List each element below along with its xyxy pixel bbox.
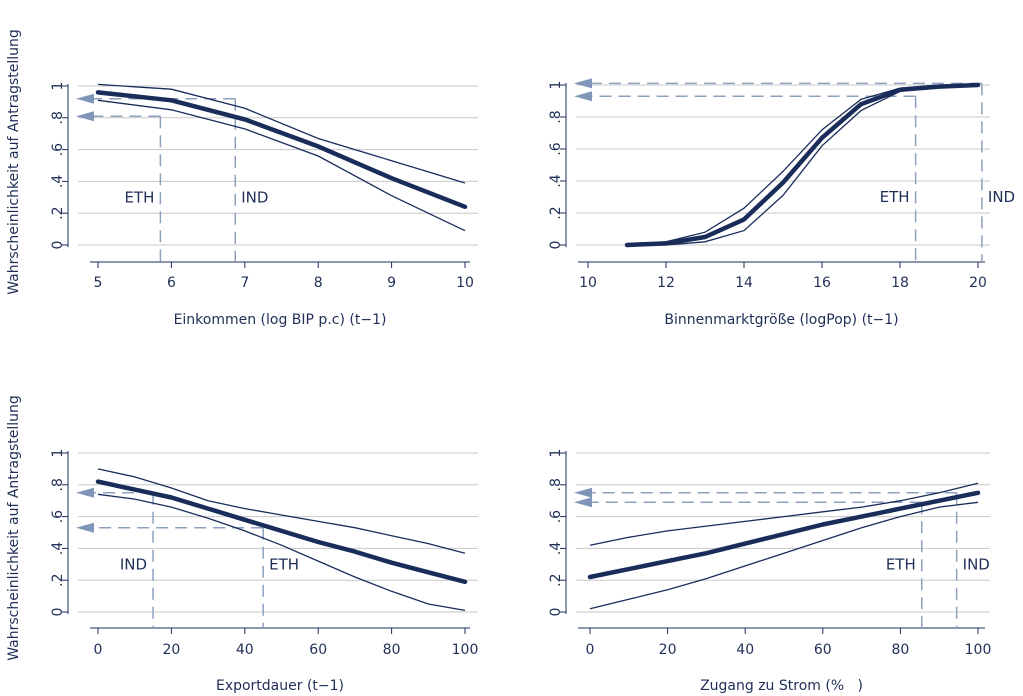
x-tick-label: 80 bbox=[891, 642, 909, 658]
ci-lower-line bbox=[97, 99, 466, 232]
x-tick-label: 100 bbox=[452, 642, 479, 658]
annotation-arrow bbox=[76, 111, 94, 122]
y-tick-label: .8 bbox=[548, 478, 564, 491]
y-axis-label-bottom: Wahrscheinlichkeit auf Antragstellung bbox=[6, 395, 22, 661]
x-tick-label: 40 bbox=[736, 642, 754, 658]
y-tick-label: 1 bbox=[548, 81, 564, 90]
y-tick-label: 1 bbox=[548, 449, 564, 458]
estimate-line bbox=[95, 90, 468, 210]
y-tick-label: 0 bbox=[50, 608, 66, 617]
estimate-line bbox=[95, 479, 468, 585]
estimate-line bbox=[624, 82, 981, 248]
x-axis-title: Zugang zu Strom (% ) bbox=[700, 678, 863, 694]
panel-market-size: 0 .2 .4 .6 .8 1 10 12 14 16 18 20 Binnenmarktgröße (… bbox=[548, 78, 1015, 328]
x-tick-label: 0 bbox=[586, 642, 595, 658]
annotation-arrow bbox=[574, 487, 592, 498]
x-tick-label: 60 bbox=[814, 642, 832, 658]
panel-income: 0 .2 .4 .6 .8 1 5 6 7 8 9 10 Einkommen (log BIP p.c)… bbox=[50, 82, 478, 328]
x-tick-label: 20 bbox=[659, 642, 677, 658]
y-tick-label: .4 bbox=[548, 542, 564, 555]
x-tick-label: 100 bbox=[965, 642, 992, 658]
y-tick-label: .8 bbox=[50, 111, 66, 124]
y-tick-label: .6 bbox=[548, 510, 564, 523]
y-tick-label: 1 bbox=[50, 449, 66, 458]
y-tick-label: .2 bbox=[50, 207, 66, 220]
x-tick-label: 16 bbox=[813, 275, 831, 291]
ci-lower-line bbox=[97, 493, 466, 612]
annotation-arrow bbox=[76, 93, 94, 104]
ci-upper-line bbox=[97, 83, 466, 184]
annotation-label: IND bbox=[988, 188, 1015, 206]
annotation-label: ETH bbox=[880, 188, 910, 206]
y-tick-label: 1 bbox=[50, 82, 66, 91]
x-tick-label: 18 bbox=[891, 275, 909, 291]
annotation-arrow bbox=[76, 487, 94, 498]
panel-export-duration: 0 .2 .4 .6 .8 1 0 20 40 60 80 100 Exportdauer (t−1) I… bbox=[50, 449, 478, 694]
ci-upper-line bbox=[589, 482, 979, 546]
y-tick-label: 0 bbox=[50, 241, 66, 250]
x-tick-label: 60 bbox=[309, 642, 327, 658]
x-tick-label: 7 bbox=[240, 275, 249, 291]
y-tick-label: .6 bbox=[548, 142, 564, 155]
annotation-label: ETH bbox=[886, 555, 916, 573]
annotation-label: IND bbox=[120, 555, 147, 573]
annotation-arrow bbox=[574, 91, 592, 102]
annotation-arrow bbox=[574, 497, 592, 508]
x-axis-title: Binnenmarktgröße (logPop) (t−1) bbox=[664, 312, 898, 328]
x-tick-label: 14 bbox=[735, 275, 753, 291]
x-tick-label: 5 bbox=[94, 275, 103, 291]
x-tick-label: 20 bbox=[969, 275, 987, 291]
annotation-arrow bbox=[574, 78, 592, 89]
x-tick-label: 20 bbox=[162, 642, 180, 658]
x-tick-label: 80 bbox=[383, 642, 401, 658]
x-tick-label: 9 bbox=[387, 275, 396, 291]
x-tick-label: 8 bbox=[314, 275, 323, 291]
ci-upper-line bbox=[626, 84, 978, 246]
y-tick-label: .2 bbox=[50, 574, 66, 587]
annotation-label: IND bbox=[963, 555, 990, 573]
x-axis-title: Exportdauer (t−1) bbox=[216, 678, 344, 694]
y-tick-label: 0 bbox=[548, 608, 564, 617]
ci-upper-line bbox=[97, 468, 466, 554]
ci-lower-line bbox=[627, 84, 979, 246]
annotation-label: IND bbox=[241, 188, 268, 206]
x-axis-title: Einkommen (log BIP p.c) (t−1) bbox=[174, 312, 387, 328]
estimate-line bbox=[587, 490, 981, 580]
y-tick-label: .4 bbox=[50, 542, 66, 555]
annotation-arrow bbox=[76, 522, 94, 533]
x-tick-label: 10 bbox=[579, 275, 597, 291]
x-tick-label: 0 bbox=[94, 642, 103, 658]
panel-electricity-access: 0 .2 .4 .6 .8 1 0 20 40 60 80 100 Zugang zu Strom (%… bbox=[548, 449, 991, 694]
x-tick-label: 12 bbox=[657, 275, 675, 291]
x-tick-label: 40 bbox=[236, 642, 254, 658]
y-tick-label: .8 bbox=[50, 478, 66, 491]
y-tick-label: 0 bbox=[548, 241, 564, 250]
y-tick-label: .4 bbox=[548, 174, 564, 187]
y-tick-label: .4 bbox=[50, 175, 66, 188]
y-tick-label: .2 bbox=[548, 574, 564, 587]
y-axis-label-top: Wahrscheinlichkeit auf Antragstellung bbox=[6, 29, 22, 295]
x-tick-label: 10 bbox=[456, 275, 474, 291]
y-tick-label: .6 bbox=[50, 143, 66, 156]
y-tick-label: .2 bbox=[548, 206, 564, 219]
y-tick-label: .6 bbox=[50, 510, 66, 523]
annotation-label: ETH bbox=[269, 555, 299, 573]
ci-lower-line bbox=[589, 501, 979, 610]
x-tick-label: 6 bbox=[167, 275, 176, 291]
y-tick-label: .8 bbox=[548, 110, 564, 123]
annotation-label: ETH bbox=[124, 188, 154, 206]
